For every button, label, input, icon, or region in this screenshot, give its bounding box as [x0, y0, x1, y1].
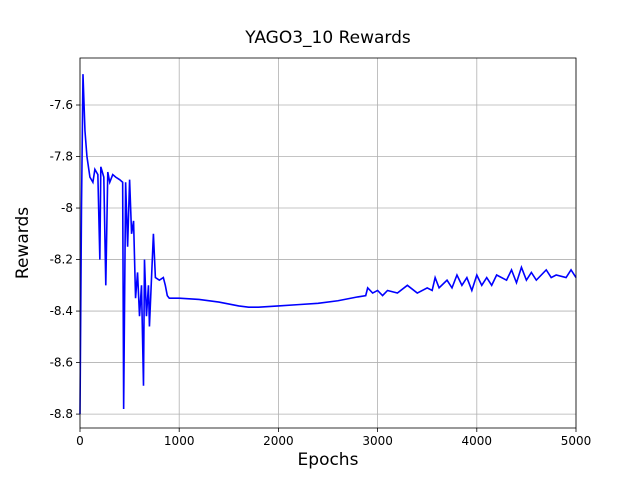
x-tick-label: 0 — [76, 434, 84, 448]
y-tick-label: -8 — [61, 201, 73, 215]
y-tick-label: -7.8 — [50, 150, 73, 164]
y-tick-label: -7.6 — [50, 98, 73, 112]
data-line — [79, 74, 577, 415]
x-tick-label: 5000 — [561, 434, 592, 448]
y-tick-label: -8.8 — [50, 407, 73, 421]
x-tick-label: 4000 — [462, 434, 493, 448]
plot-frame — [79, 57, 577, 429]
y-tick-label: -8.6 — [50, 356, 73, 370]
y-axis-label: Rewards — [13, 207, 33, 279]
x-tick-label: 1000 — [164, 434, 195, 448]
y-tick-label: -8.4 — [50, 304, 73, 318]
x-tick-label: 2000 — [263, 434, 294, 448]
x-axis-label: Epochs — [298, 450, 359, 470]
x-tick-label: 3000 — [362, 434, 393, 448]
y-tick-label: -8.2 — [50, 253, 73, 267]
chart-title: YAGO3_10 Rewards — [244, 28, 411, 48]
